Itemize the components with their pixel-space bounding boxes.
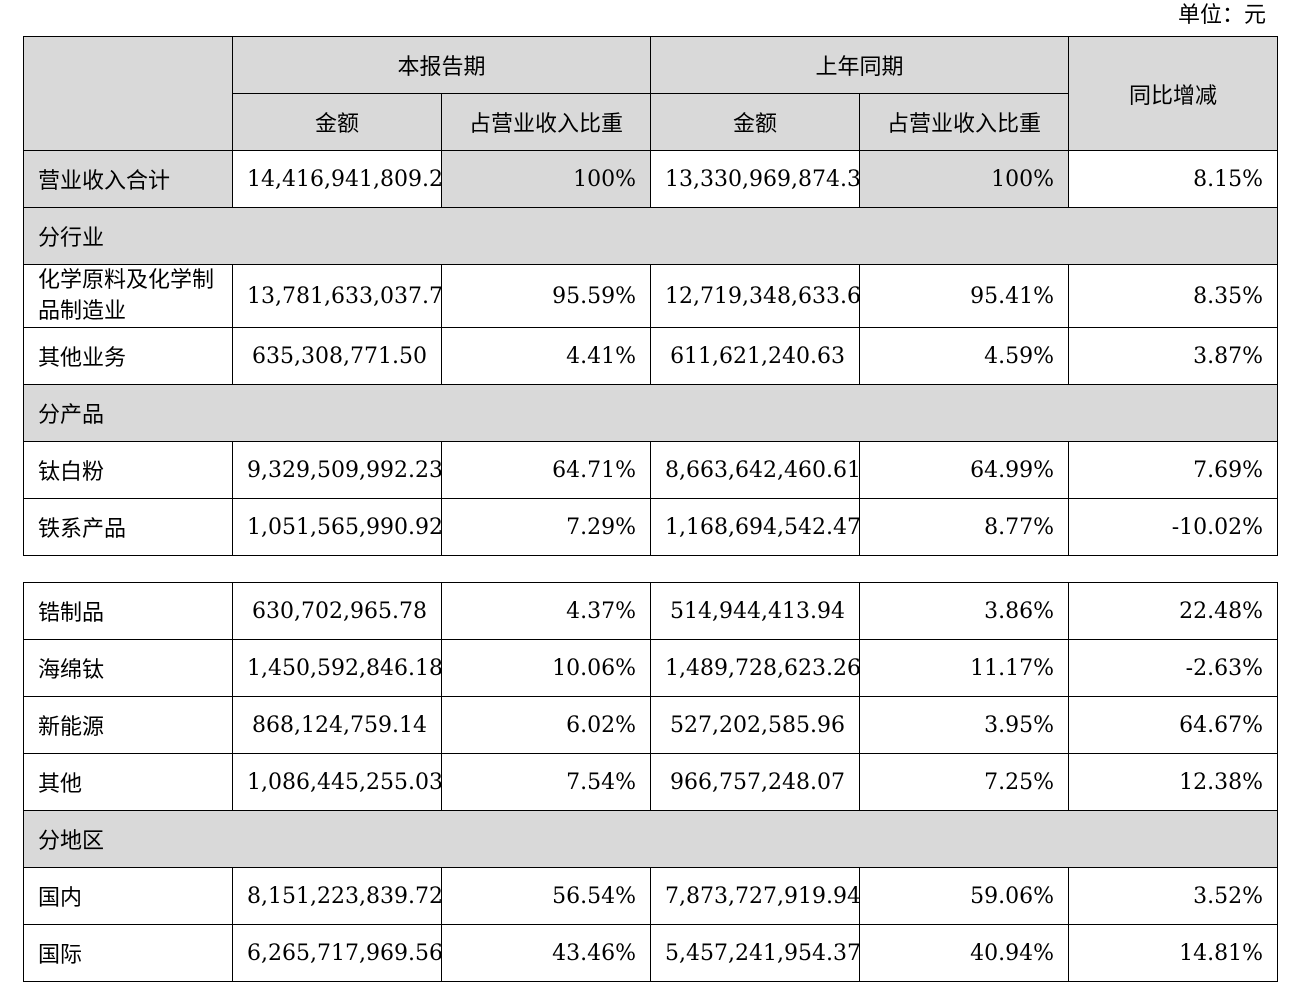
cur-amount-cell: 8,151,223,839.72 xyxy=(232,867,442,925)
header-current-period: 本报告期 xyxy=(231,36,652,94)
header-row-sub: 金额 占营业收入比重 金额 占营业收入比重 xyxy=(24,93,1278,151)
cur-amount-cell: 13,781,633,037.78 xyxy=(232,264,442,328)
cur-amount-cell: 9,329,509,992.23 xyxy=(232,441,442,499)
prev-amount-cell: 966,757,248.07 xyxy=(650,753,860,811)
unit-label: 单位：元 xyxy=(1177,3,1266,28)
prev-amount-cell: 12,719,348,633.68 xyxy=(650,264,861,328)
section-row-industry: 分行业 xyxy=(22,207,1279,265)
prev-amount-cell: 5,457,241,954.37 xyxy=(650,924,860,982)
row-label: 国内 xyxy=(23,867,233,925)
cur-share-cell: 6.02% xyxy=(441,696,651,754)
row-label: 国际 xyxy=(23,924,233,982)
row-label: 钛白粉 xyxy=(23,441,233,499)
row-label: 其他业务 xyxy=(23,327,233,385)
header-row-top: 本报告期 上年同期 同比增减 xyxy=(23,36,1279,151)
cur-share-cell: 64.71% xyxy=(440,441,652,499)
table-row: 锆制品 630,702,965.78 4.37% 514,944,413.94 … xyxy=(23,582,1278,640)
row-label: 化学原料及化学制品制造业 xyxy=(23,264,233,328)
row-label: 其他 xyxy=(23,753,233,811)
cur-amount-cell: 6,265,717,969.56 xyxy=(232,924,442,982)
cur-share-cell: 4.41% xyxy=(440,327,652,385)
cur-share-cell: 43.46% xyxy=(441,924,651,982)
table-row: 化学原料及化学制品制造业 13,781,633,037.78 95.59% 12… xyxy=(23,264,1279,328)
row-label: 营业收入合计 xyxy=(23,150,233,208)
cur-share-cell: 10.06% xyxy=(441,639,651,697)
cur-amount-cell: 868,124,759.14 xyxy=(232,696,442,754)
prev-share-cell: 3.86% xyxy=(859,582,1069,640)
yoy-cell: 7.69% xyxy=(1068,441,1279,499)
prev-amount-cell: 1,168,694,542.47 xyxy=(650,498,861,556)
table-row-total: 营业收入合计 14,416,941,809.28 100% 13,330,969… xyxy=(23,150,1279,208)
prev-share-cell: 100% xyxy=(859,150,1070,208)
header-cur-amount: 金额 xyxy=(232,93,442,151)
row-label: 海绵钛 xyxy=(23,639,233,697)
row-label: 铁系产品 xyxy=(23,498,233,556)
prev-amount-cell: 7,873,727,919.94 xyxy=(650,867,860,925)
revenue-table-part-2: 锆制品 630,702,965.78 4.37% 514,944,413.94 … xyxy=(23,582,1278,982)
cur-share-cell: 4.37% xyxy=(441,582,651,640)
prev-share-cell: 11.17% xyxy=(859,639,1069,697)
yoy-cell: 14.81% xyxy=(1068,924,1278,982)
prev-share-cell: 4.59% xyxy=(859,327,1070,385)
table-row: 新能源 868,124,759.14 6.02% 527,202,585.96 … xyxy=(23,696,1278,754)
cur-amount-cell: 14,416,941,809.28 xyxy=(232,150,442,208)
cur-amount-cell: 630,702,965.78 xyxy=(232,582,442,640)
section-label: 分地区 xyxy=(23,810,1278,868)
table-row: 其他 1,086,445,255.03 7.54% 966,757,248.07… xyxy=(23,753,1278,811)
prev-share-cell: 59.06% xyxy=(859,867,1069,925)
cur-share-cell: 7.54% xyxy=(441,753,651,811)
yoy-cell: 8.15% xyxy=(1068,150,1279,208)
row-label: 新能源 xyxy=(23,696,233,754)
yoy-cell: 64.67% xyxy=(1068,696,1278,754)
table-row: 国内 8,151,223,839.72 56.54% 7,873,727,919… xyxy=(23,867,1278,925)
yoy-cell: 3.87% xyxy=(1068,327,1279,385)
cur-amount-cell: 1,051,565,990.92 xyxy=(232,498,442,556)
cur-share-cell: 95.59% xyxy=(440,264,652,328)
section-label: 分行业 xyxy=(22,207,1279,265)
header-prior-period: 上年同期 xyxy=(650,36,1070,94)
yoy-cell: -2.63% xyxy=(1068,639,1278,697)
header-corner-cell xyxy=(23,36,233,151)
section-row-product: 分产品 xyxy=(22,384,1279,442)
prev-amount-cell: 13,330,969,874.31 xyxy=(650,150,861,208)
table-row: 铁系产品 1,051,565,990.92 7.29% 1,168,694,54… xyxy=(23,498,1279,556)
prev-amount-cell: 527,202,585.96 xyxy=(650,696,860,754)
prev-share-cell: 7.25% xyxy=(859,753,1069,811)
cur-share-cell: 56.54% xyxy=(441,867,651,925)
yoy-cell: 3.52% xyxy=(1068,867,1278,925)
header-prev-amount: 金额 xyxy=(650,93,861,151)
cur-amount-cell: 635,308,771.50 xyxy=(232,327,442,385)
prev-share-cell: 64.99% xyxy=(859,441,1070,499)
section-label: 分产品 xyxy=(22,384,1279,442)
yoy-cell: -10.02% xyxy=(1068,498,1279,556)
table-row: 钛白粉 9,329,509,992.23 64.71% 8,663,642,46… xyxy=(23,441,1279,499)
prev-amount-cell: 514,944,413.94 xyxy=(650,582,860,640)
table-row: 国际 6,265,717,969.56 43.46% 5,457,241,954… xyxy=(23,924,1278,982)
prev-amount-cell: 8,663,642,460.61 xyxy=(650,441,861,499)
yoy-cell: 22.48% xyxy=(1068,582,1278,640)
prev-share-cell: 8.77% xyxy=(859,498,1070,556)
section-row-region: 分地区 xyxy=(23,810,1278,868)
cur-amount-cell: 1,450,592,846.18 xyxy=(232,639,442,697)
header-yoy-change: 同比增减 xyxy=(1068,36,1279,151)
table-row: 海绵钛 1,450,592,846.18 10.06% 1,489,728,62… xyxy=(23,639,1278,697)
revenue-table-part-1: 本报告期 上年同期 同比增减 金额 占营业收入比重 金额 占营业收入比重 营业收… xyxy=(22,36,1279,556)
header-prev-share: 占营业收入比重 xyxy=(859,93,1070,151)
yoy-cell: 8.35% xyxy=(1068,264,1279,328)
table-row: 其他业务 635,308,771.50 4.41% 611,621,240.63… xyxy=(23,327,1279,385)
cur-amount-cell: 1,086,445,255.03 xyxy=(232,753,442,811)
prev-share-cell: 95.41% xyxy=(859,264,1070,328)
row-label: 锆制品 xyxy=(23,582,233,640)
yoy-cell: 12.38% xyxy=(1068,753,1278,811)
cur-share-cell: 7.29% xyxy=(440,498,652,556)
prev-amount-cell: 611,621,240.63 xyxy=(650,327,861,385)
header-cur-share: 占营业收入比重 xyxy=(440,93,652,151)
cur-share-cell: 100% xyxy=(440,150,652,208)
prev-share-cell: 3.95% xyxy=(859,696,1069,754)
prev-share-cell: 40.94% xyxy=(859,924,1069,982)
prev-amount-cell: 1,489,728,623.26 xyxy=(650,639,860,697)
